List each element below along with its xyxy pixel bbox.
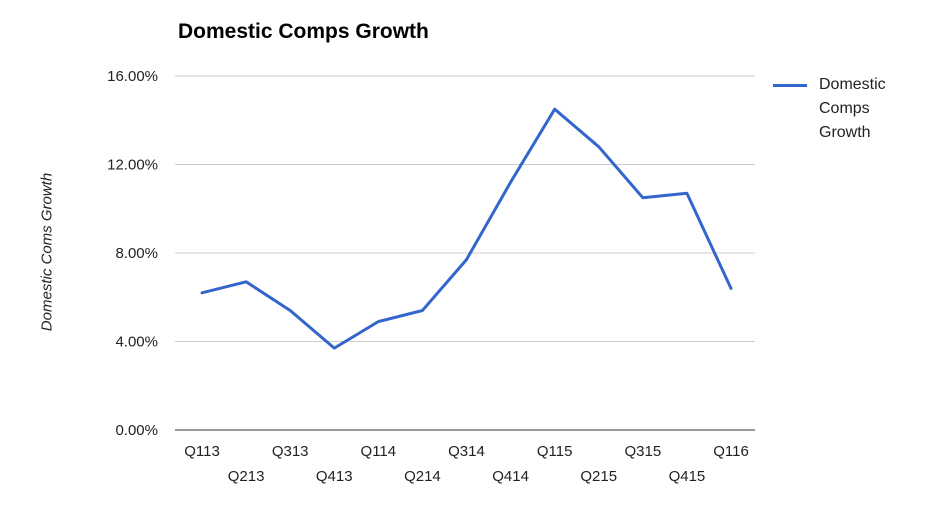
legend-label: Domestic Comps Growth <box>819 76 886 141</box>
x-tick-label: Q115 <box>537 443 573 460</box>
x-tick-label: Q414 <box>492 468 529 485</box>
series-line <box>200 107 733 350</box>
x-tick-label: Q214 <box>404 468 441 485</box>
x-tick-label: Q413 <box>316 468 353 485</box>
x-tick-label: Q313 <box>272 443 309 460</box>
x-tick-label: Q415 <box>669 468 706 485</box>
y-tick-label: 8.00% <box>115 245 158 262</box>
x-tick-label: Q315 <box>624 443 661 460</box>
x-tick-label: Q116 <box>713 443 749 460</box>
x-tick-label: Q113 <box>184 443 220 460</box>
legend-swatch <box>773 84 807 87</box>
y-tick-label: 0.00% <box>115 422 158 439</box>
y-tick-label: 12.00% <box>107 157 158 174</box>
y-tick-label: 4.00% <box>115 334 158 351</box>
x-tick-label: Q215 <box>580 468 617 485</box>
x-tick-label: Q314 <box>448 443 485 460</box>
y-tick-label: 16.00% <box>107 68 158 85</box>
x-tick-label: Q213 <box>228 468 265 485</box>
chart-title: Domestic Comps Growth <box>178 20 429 43</box>
x-tick-label: Q114 <box>361 443 397 460</box>
